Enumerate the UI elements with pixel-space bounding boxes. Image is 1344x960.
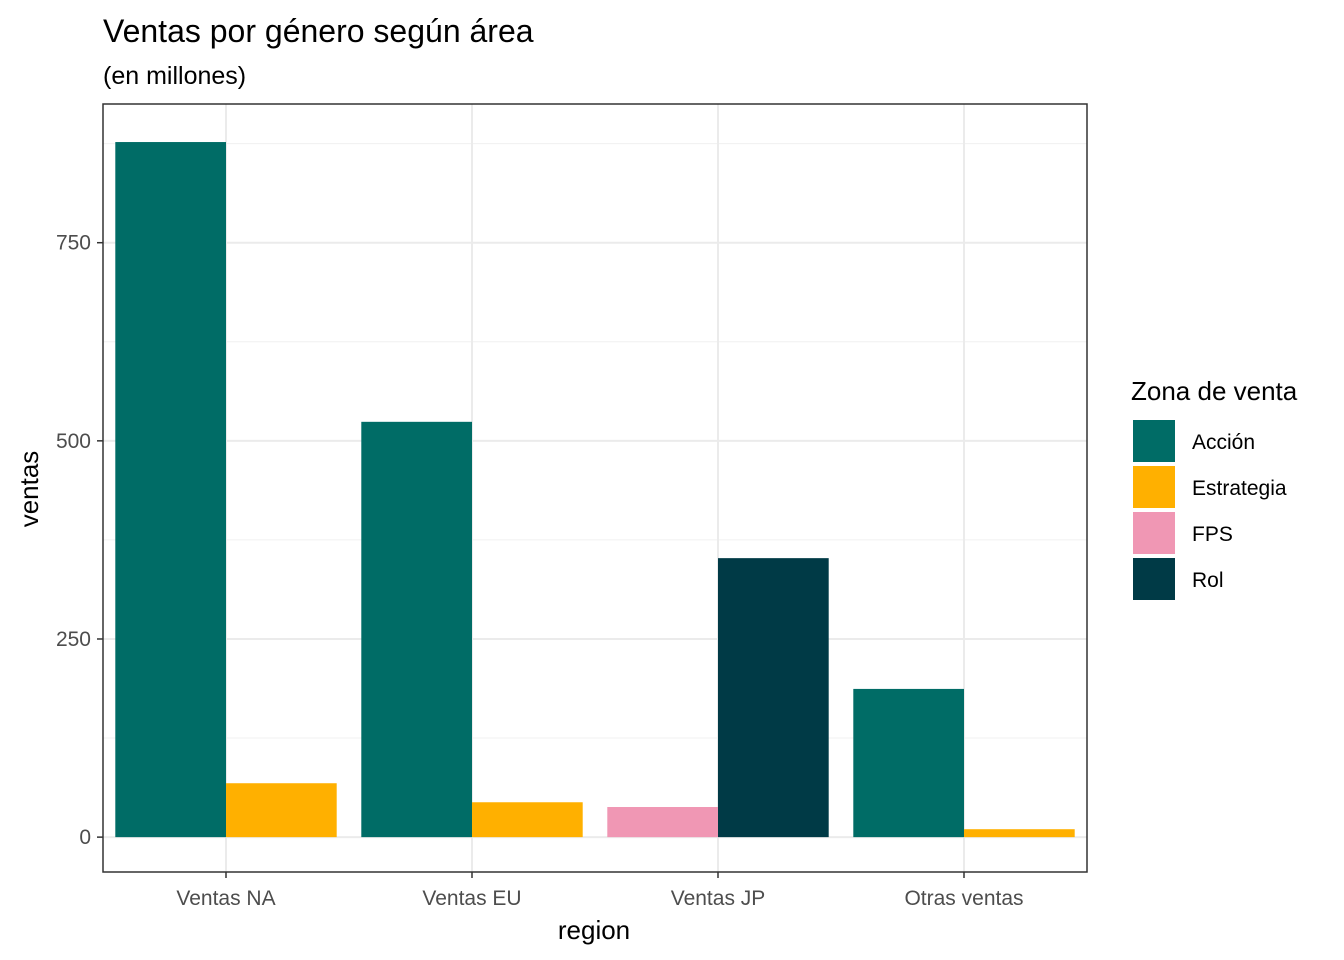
- legend-label: Acción: [1192, 431, 1255, 454]
- x-tick-label: Ventas NA: [176, 887, 275, 910]
- y-axis-title: ventas: [14, 451, 44, 528]
- y-tick-label: 500: [56, 430, 91, 453]
- x-tick-label: Otras ventas: [904, 887, 1023, 910]
- x-tick-label: Ventas EU: [422, 887, 521, 910]
- legend: Zona de venta Acción Estrategia FPS Rol: [1131, 376, 1298, 600]
- bar-ventas-jp-fps: [607, 807, 718, 838]
- bar-ventas-jp-rol: [718, 558, 829, 838]
- bars-group: [115, 142, 1075, 838]
- x-axis-title: region: [558, 915, 630, 945]
- bar-otras-ventas-estrategia: [964, 829, 1075, 838]
- chart-subtitle: (en millones): [103, 62, 246, 90]
- y-tick-label: 750: [56, 232, 91, 255]
- bar-ventas-na-acción: [115, 142, 226, 838]
- y-tick-label: 0: [79, 826, 91, 849]
- legend-key-rol: [1133, 558, 1175, 600]
- bar-ventas-eu-acción: [361, 421, 472, 838]
- legend-title: Zona de venta: [1131, 376, 1298, 406]
- axes-group: 0 250 500 750 Ventas NA Ventas EU Ventas JP Otr…: [56, 103, 1088, 910]
- chart-title: Ventas por género según área: [103, 13, 534, 49]
- x-tick-label: Ventas JP: [671, 887, 766, 910]
- y-tick-label: 250: [56, 628, 91, 651]
- legend-key-fps: [1133, 512, 1175, 554]
- panel-border: [102, 103, 1088, 873]
- legend-label: Rol: [1192, 569, 1224, 592]
- legend-label: Estrategia: [1192, 477, 1287, 500]
- bar-otras-ventas-acción: [853, 688, 964, 838]
- legend-key-estrategia: [1133, 466, 1175, 508]
- legend-key-acción: [1133, 420, 1175, 462]
- bar-ventas-na-estrategia: [226, 783, 337, 838]
- legend-label: FPS: [1192, 523, 1233, 546]
- bar-ventas-eu-estrategia: [472, 802, 583, 838]
